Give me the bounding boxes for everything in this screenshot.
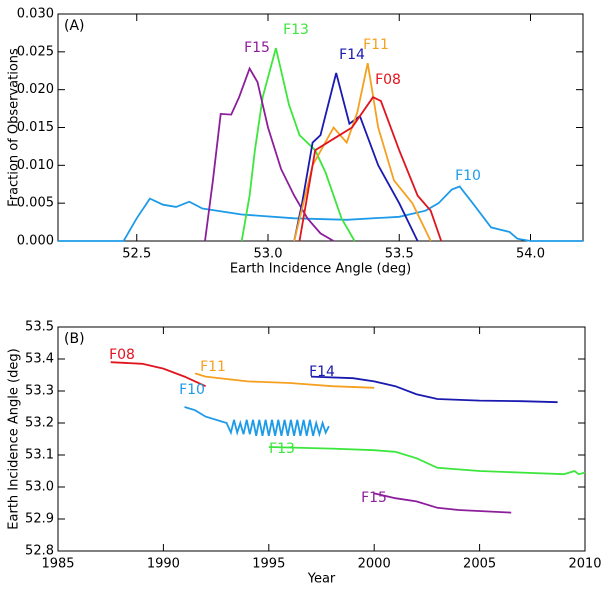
y-tick-label: 53.1 [25, 448, 54, 463]
x-tick-label: 54.0 [516, 247, 545, 262]
x-axis-label: Earth Incidence Angle (deg) [230, 262, 411, 277]
series-label: F11 [363, 37, 389, 53]
series-label: F08 [109, 347, 135, 363]
series-label: F13 [283, 22, 309, 38]
x-tick-label: 2010 [568, 557, 601, 572]
y-tick-label: 0.010 [17, 158, 54, 173]
y-tick-label: 0.030 [17, 7, 54, 22]
y-tick-label: 53.2 [25, 416, 54, 431]
x-tick-label: 53.0 [254, 247, 283, 262]
series-label: F08 [375, 72, 401, 88]
series-line [58, 185, 583, 242]
series-label: F11 [200, 359, 226, 375]
y-axis-label: Fraction of Observations [7, 48, 22, 207]
y-tick-label: 0.025 [17, 44, 54, 59]
x-tick-label: 1995 [252, 557, 285, 572]
x-tick-label: 2005 [463, 557, 496, 572]
series-line [204, 66, 335, 242]
series-line [110, 361, 206, 388]
panel-label: (A) [64, 18, 85, 34]
series-line [310, 375, 558, 404]
series-label: F13 [269, 441, 295, 457]
series-line [184, 406, 330, 438]
x-tick-label: 52.5 [122, 247, 151, 262]
series-label: F15 [361, 490, 387, 506]
y-tick-label: 0.020 [17, 82, 54, 97]
y-tick-label: 0.005 [17, 196, 54, 211]
series-label: F14 [339, 47, 365, 63]
y-tick-label: 0.000 [17, 234, 54, 249]
series-line [374, 492, 512, 514]
y-tick-label: 52.8 [25, 544, 54, 559]
x-axis-label: Year [307, 572, 336, 587]
series-line [293, 72, 419, 242]
x-tick-label: 1985 [41, 557, 74, 572]
panel-label: (B) [64, 331, 85, 347]
series-line [240, 47, 356, 242]
x-tick-label: 53.5 [385, 247, 414, 262]
series-label: F14 [309, 364, 335, 380]
y-axis-label: Earth Incidence Angle (deg) [7, 348, 22, 529]
y-tick-label: 52.9 [25, 512, 54, 527]
series-line [293, 63, 432, 242]
plot-frame [57, 326, 586, 552]
x-tick-label: 2000 [358, 557, 391, 572]
y-tick-label: 53.5 [25, 320, 54, 335]
series-line [298, 96, 443, 242]
series-line [194, 372, 375, 389]
y-tick-label: 53.3 [25, 384, 54, 399]
series-label: F10 [455, 168, 481, 184]
y-tick-label: 53.4 [25, 352, 54, 367]
series-label: F15 [244, 40, 270, 56]
series-line [268, 446, 586, 476]
y-tick-label: 53.0 [25, 480, 54, 495]
x-tick-label: 1990 [147, 557, 180, 572]
y-tick-label: 0.015 [17, 120, 54, 135]
plot-frame [57, 13, 584, 242]
series-label: F10 [179, 382, 205, 398]
